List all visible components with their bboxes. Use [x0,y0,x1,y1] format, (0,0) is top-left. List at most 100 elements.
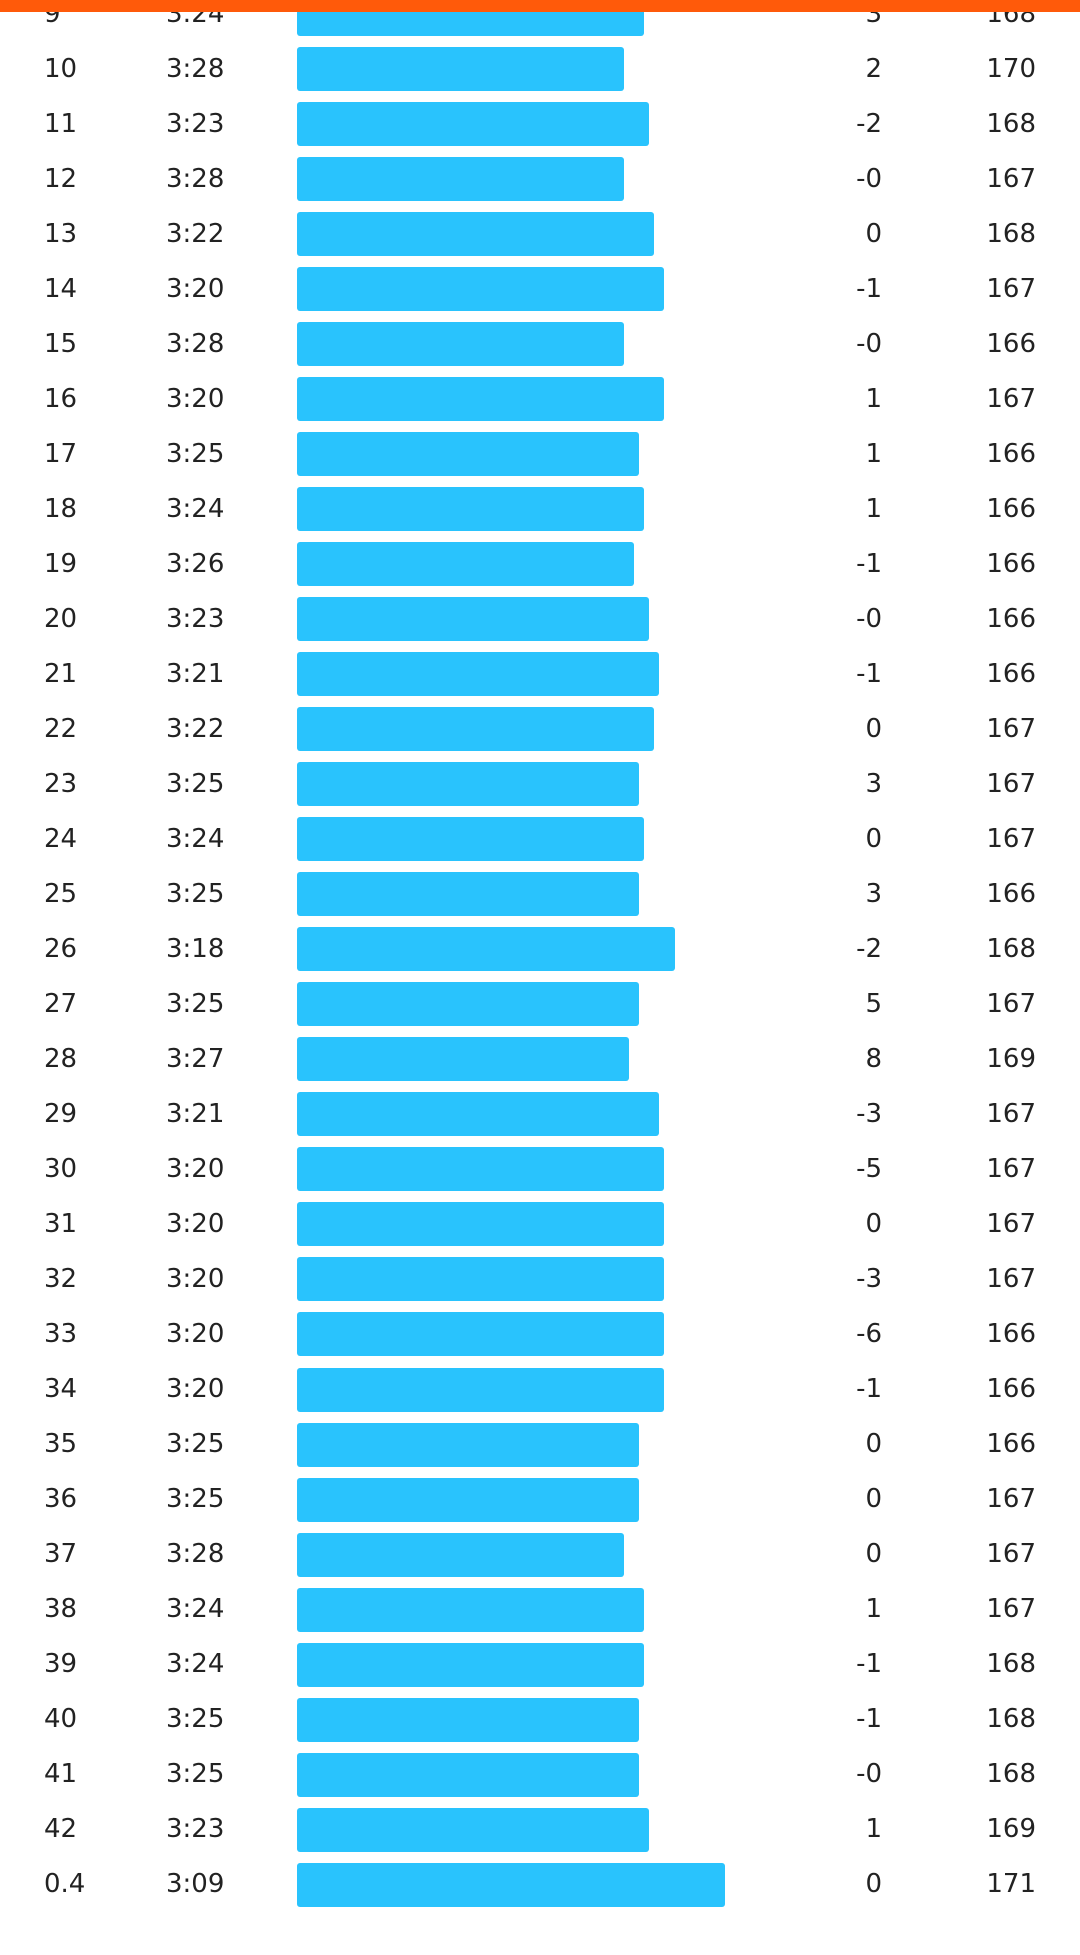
split-row: 10 3:28 2 170 [0,42,1080,97]
split-row: 26 3:18 -2 168 [0,922,1080,977]
elevation: 1 [865,438,882,469]
pace: 3:28 [166,328,225,359]
pace: 3:25 [166,1484,225,1515]
split-number: 31 [44,1208,78,1239]
pace: 3:21 [166,1098,225,1129]
pace: 3:28 [166,163,225,194]
heart-rate: 171 [986,1869,1036,1900]
elevation: 0 [865,823,882,854]
heart-rate: 166 [986,548,1036,579]
split-row: 28 3:27 8 169 [0,1032,1080,1087]
elevation: 0 [865,218,882,249]
elevation: -0 [856,603,882,634]
split-row: 19 3:26 -1 166 [0,537,1080,592]
heart-rate: 166 [986,658,1036,689]
split-row: 24 3:24 0 167 [0,812,1080,867]
split-row: 12 3:28 -0 167 [0,152,1080,207]
elevation: -6 [856,1318,882,1349]
elevation: 0 [865,1484,882,1515]
pace: 3:20 [166,383,225,414]
pace: 3:25 [166,988,225,1019]
split-row: 22 3:22 0 167 [0,702,1080,757]
pace-bar [297,322,625,367]
split-number: 11 [44,108,78,139]
heart-rate: 166 [986,603,1036,634]
heart-rate: 167 [986,1098,1036,1129]
app-bar [0,0,1080,12]
elevation: -1 [856,273,882,304]
split-number: 41 [44,1759,78,1790]
elevation: -0 [856,1759,882,1790]
heart-rate: 167 [986,1594,1036,1625]
elevation: 1 [865,1814,882,1845]
pace-bar [297,982,639,1027]
heart-rate: 166 [986,1318,1036,1349]
pace-bar [297,212,654,257]
pace: 3:24 [166,1594,225,1625]
pace: 3:26 [166,548,225,579]
elevation: 0 [865,1869,882,1900]
pace-bar [297,927,675,972]
split-row: 0.4 3:09 0 171 [0,1857,1080,1912]
split-number: 40 [44,1704,78,1735]
elevation: 2 [865,53,882,84]
pace: 3:23 [166,603,225,634]
pace-bar [297,872,639,917]
split-row: 38 3:24 1 167 [0,1582,1080,1637]
pace: 3:21 [166,658,225,689]
elevation: 3 [865,878,882,909]
split-number: 27 [44,988,78,1019]
split-row: 17 3:25 1 166 [0,427,1080,482]
elevation: 0 [865,1429,882,1460]
elevation: 8 [865,1043,882,1074]
heart-rate: 168 [986,1649,1036,1680]
pace: 3:20 [166,1208,225,1239]
pace: 3:20 [166,1153,225,1184]
pace-bar [297,1862,725,1907]
split-number: 33 [44,1318,78,1349]
heart-rate: 167 [986,823,1036,854]
split-row: 11 3:23 -2 168 [0,97,1080,152]
pace: 3:20 [166,273,225,304]
split-number: 36 [44,1484,78,1515]
split-number: 29 [44,1098,78,1129]
split-row: 33 3:20 -6 166 [0,1307,1080,1362]
split-row: 32 3:20 -3 167 [0,1252,1080,1307]
split-row: 39 3:24 -1 168 [0,1637,1080,1692]
elevation: 3 [865,768,882,799]
heart-rate: 168 [986,933,1036,964]
pace: 3:18 [166,933,225,964]
split-row: 20 3:23 -0 166 [0,592,1080,647]
pace: 3:23 [166,108,225,139]
heart-rate: 168 [986,218,1036,249]
split-row: 42 3:23 1 169 [0,1802,1080,1857]
pace: 3:24 [166,1649,225,1680]
pace-bar [297,1422,639,1467]
split-number: 34 [44,1374,78,1404]
pace: 3:09 [166,1869,225,1900]
elevation: -1 [856,1649,882,1680]
split-number: 18 [44,493,78,524]
pace: 3:25 [166,768,225,799]
pace: 3:28 [166,1539,225,1570]
split-row: 15 3:28 -0 166 [0,317,1080,372]
elevation: -1 [856,1704,882,1735]
pace: 3:25 [166,1704,225,1735]
pace: 3:25 [166,1429,225,1460]
pace-bar [297,47,625,92]
split-row: 25 3:25 3 166 [0,867,1080,922]
heart-rate: 166 [986,1374,1036,1404]
elevation: 0 [865,1539,882,1570]
pace-bar [297,432,639,477]
pace: 3:23 [166,1814,225,1845]
pace: 3:22 [166,713,225,744]
pace-bar [297,762,639,807]
pace: 3:20 [166,1318,225,1349]
heart-rate: 170 [986,53,1036,84]
split-row: 31 3:20 0 167 [0,1197,1080,1252]
split-number: 16 [44,383,78,414]
heart-rate: 168 [986,1759,1036,1790]
split-number: 28 [44,1043,78,1074]
